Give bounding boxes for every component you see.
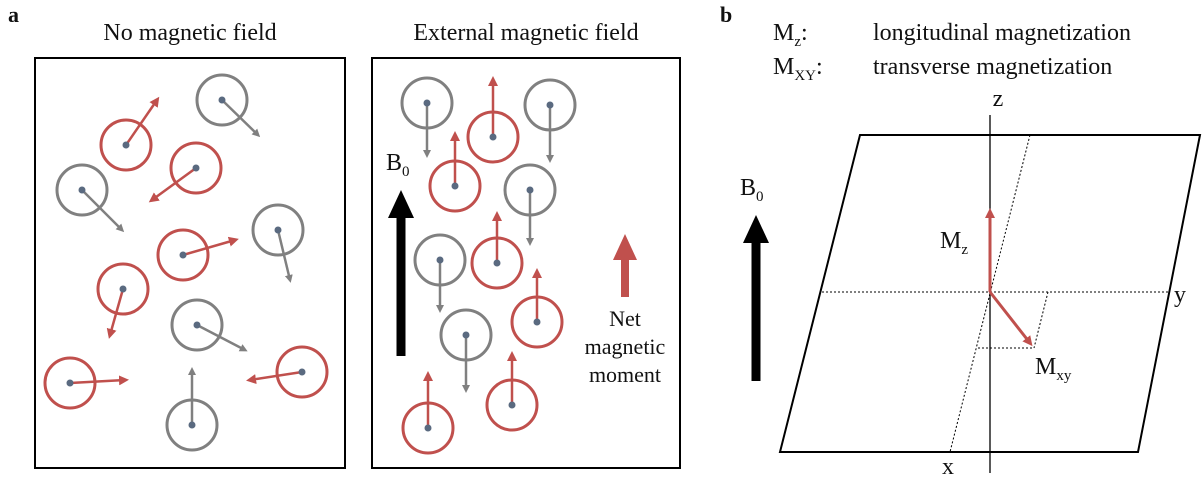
field-arrowhead xyxy=(388,190,414,218)
legend-text: longitudinal magnetization xyxy=(873,20,1131,46)
mz-label: Mz xyxy=(940,228,968,258)
legend-symbol: MXY: xyxy=(773,54,823,84)
net-arrowhead xyxy=(613,234,637,260)
panel-title: External magnetic field xyxy=(413,20,638,46)
spin-dot xyxy=(123,142,130,149)
spin-dot xyxy=(425,425,432,432)
projection xyxy=(1034,292,1048,348)
spin-arrow xyxy=(70,380,125,383)
net-label: moment xyxy=(589,362,661,387)
panel-label: a xyxy=(8,2,19,27)
spin-dot xyxy=(494,260,501,267)
mxy-label: Mxy xyxy=(1035,354,1072,384)
spin-dot xyxy=(219,97,226,104)
field-label: B0 xyxy=(740,175,764,205)
field-label: B0 xyxy=(386,150,410,180)
spin-dot xyxy=(67,380,74,387)
spin-dot xyxy=(547,102,554,109)
axis-label: y xyxy=(1174,282,1186,308)
spin-dot xyxy=(194,322,201,329)
panel-label: b xyxy=(720,2,732,27)
spin-arrow xyxy=(152,168,196,200)
spin-dot xyxy=(180,252,187,259)
axis-label: z xyxy=(993,86,1004,112)
spin-dot xyxy=(534,319,541,326)
spin-dot xyxy=(509,402,516,409)
spin-arrow xyxy=(222,100,258,135)
legend-text: transverse magnetization xyxy=(873,54,1112,80)
net-label: Net xyxy=(609,306,641,331)
spin-dot xyxy=(189,422,196,429)
legend-symbol: Mz: xyxy=(773,20,808,50)
spin-dot xyxy=(424,100,431,107)
spin-dot xyxy=(275,227,282,234)
field-arrowhead xyxy=(743,215,769,243)
panel-title: No magnetic field xyxy=(103,20,276,46)
spin-dot xyxy=(299,369,306,376)
spin-dot xyxy=(79,187,86,194)
spin-arrow xyxy=(126,100,157,145)
spin-dot xyxy=(437,257,444,264)
spin-dot xyxy=(463,332,470,339)
spin-dot xyxy=(120,286,127,293)
spins xyxy=(45,75,575,453)
spin-dot xyxy=(490,134,497,141)
net-label: magnetic xyxy=(585,334,666,359)
spin-arrow xyxy=(82,190,122,230)
axis-label: x xyxy=(942,454,954,477)
spin-dot xyxy=(527,187,534,194)
figure: a No magnetic field External magnetic fi… xyxy=(0,0,1203,477)
mxy-arrow xyxy=(990,292,1030,343)
spin-dot xyxy=(452,183,459,190)
spin-dot xyxy=(193,165,200,172)
